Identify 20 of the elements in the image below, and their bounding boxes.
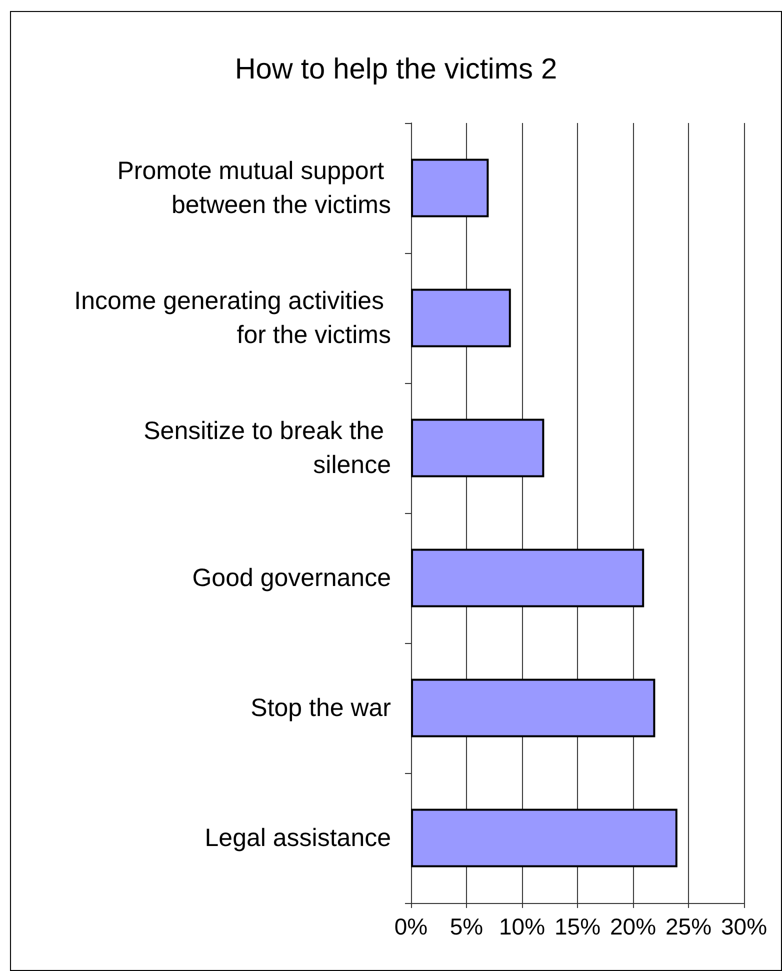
bar: [411, 288, 511, 348]
x-tick-label: 0%: [394, 914, 428, 940]
bar: [411, 418, 544, 478]
y-tick-label: Good governance: [192, 564, 391, 592]
x-tick-label: 25%: [665, 914, 712, 940]
bar: [411, 678, 656, 738]
y-tick-label: Income generating activities for the victims: [74, 287, 391, 349]
bar: [411, 808, 678, 868]
chart-title: How to help the victims 2: [234, 54, 558, 86]
y-tick-label: Sensitize to break the silence: [144, 417, 391, 479]
bar: [411, 548, 644, 608]
x-tick-label: 5%: [450, 914, 484, 940]
x-tick-label: 15%: [554, 914, 601, 940]
x-tick-label: 10%: [498, 914, 546, 940]
x-tick-label: 20%: [610, 914, 656, 940]
bar: [411, 158, 489, 218]
x-tick-label: 30%: [720, 914, 768, 940]
y-tick-label: Legal assistance: [204, 824, 391, 852]
y-tick-label: Stop the war: [250, 694, 391, 722]
y-tick-label: Promote mutual support between the victims: [117, 157, 391, 219]
